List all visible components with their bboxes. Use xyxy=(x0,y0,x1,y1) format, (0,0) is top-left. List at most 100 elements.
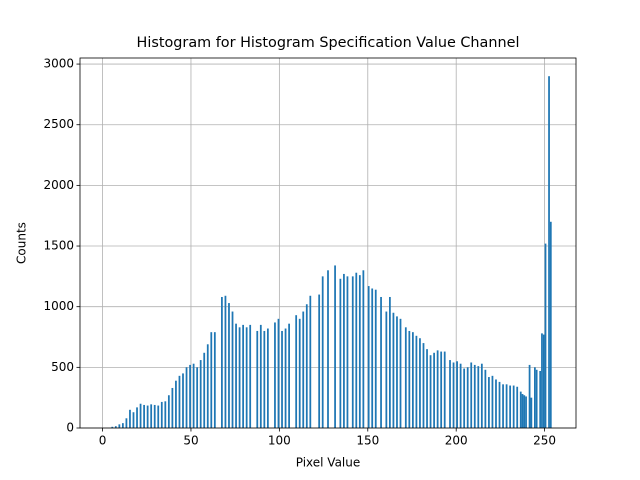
bar xyxy=(426,349,428,428)
bar xyxy=(392,312,395,428)
bar xyxy=(150,404,153,428)
bar xyxy=(274,322,276,428)
bar xyxy=(242,324,245,428)
bar xyxy=(539,370,542,428)
plot-frame xyxy=(79,57,577,429)
bar xyxy=(298,318,301,428)
bar xyxy=(495,379,497,428)
bar xyxy=(512,385,515,428)
bar xyxy=(210,332,213,428)
bar xyxy=(528,364,531,428)
bar xyxy=(491,375,494,428)
bar xyxy=(498,381,501,428)
bar xyxy=(385,311,388,428)
bar xyxy=(199,360,202,428)
bar xyxy=(132,412,135,428)
bar xyxy=(374,289,377,428)
y-tick-label: 2500 xyxy=(43,117,74,131)
bar xyxy=(189,364,191,428)
bar xyxy=(466,367,469,428)
bar xyxy=(281,330,283,428)
x-tick-label: 0 xyxy=(99,434,107,448)
bar xyxy=(408,330,411,428)
bar xyxy=(213,332,216,428)
bar xyxy=(334,265,336,428)
bar xyxy=(231,311,234,428)
x-tick-label: 200 xyxy=(445,434,468,448)
bar xyxy=(355,272,358,428)
bar xyxy=(178,375,181,428)
bar xyxy=(111,426,114,428)
bar xyxy=(362,270,365,428)
bar xyxy=(480,363,483,428)
bar xyxy=(371,288,374,428)
bar xyxy=(502,384,504,428)
bar xyxy=(419,338,421,428)
bar xyxy=(534,367,536,428)
bar xyxy=(153,404,156,428)
bar xyxy=(196,367,199,428)
bar xyxy=(175,380,177,428)
bar xyxy=(238,327,241,428)
y-tick-label: 1500 xyxy=(43,239,74,253)
bar xyxy=(182,373,184,428)
x-axis-label: Pixel Value xyxy=(296,456,361,470)
bar xyxy=(256,330,259,428)
y-tick-label: 2000 xyxy=(43,178,74,192)
bar xyxy=(295,315,298,428)
bar xyxy=(167,395,170,428)
y-tick-label: 0 xyxy=(66,421,74,435)
bar xyxy=(245,327,248,428)
x-tick-label: 100 xyxy=(268,434,291,448)
bar xyxy=(459,363,462,428)
bar xyxy=(118,424,121,428)
bar xyxy=(470,362,473,428)
bar xyxy=(288,323,290,428)
bar xyxy=(302,311,305,428)
bar xyxy=(192,363,195,428)
bar xyxy=(321,276,324,428)
bar xyxy=(221,296,223,428)
bar xyxy=(266,328,269,428)
bar xyxy=(523,395,526,428)
bar xyxy=(367,286,370,428)
bar xyxy=(235,323,237,428)
bar xyxy=(203,352,206,428)
bar xyxy=(157,405,160,428)
bar xyxy=(206,344,209,428)
bar-layer xyxy=(111,76,552,429)
bar xyxy=(284,328,287,428)
bar xyxy=(343,273,345,428)
bar xyxy=(263,330,266,428)
bar xyxy=(136,407,138,428)
y-axis-label: Counts xyxy=(15,222,29,264)
bar xyxy=(339,278,342,428)
bar xyxy=(477,366,480,428)
bar xyxy=(121,423,124,428)
bar xyxy=(443,351,446,428)
bar xyxy=(509,385,512,428)
bar xyxy=(305,304,308,428)
bar xyxy=(456,361,458,428)
y-tick-label: 1000 xyxy=(43,299,74,313)
chart-title: Histogram for Histogram Specification Va… xyxy=(137,35,520,51)
y-tick-label: 500 xyxy=(51,360,74,374)
bar xyxy=(473,364,476,428)
x-tick-label: 250 xyxy=(533,434,556,448)
bar xyxy=(114,426,117,428)
bar xyxy=(548,76,550,429)
bar xyxy=(516,386,519,428)
bar xyxy=(484,369,487,428)
bar xyxy=(351,276,354,428)
bar xyxy=(139,403,142,428)
bar xyxy=(396,316,398,428)
bar xyxy=(542,334,545,428)
bar xyxy=(346,276,349,428)
bar xyxy=(544,243,547,428)
bar xyxy=(224,295,227,428)
y-tick-label: 3000 xyxy=(43,57,74,71)
bar xyxy=(505,384,508,428)
bar xyxy=(436,350,439,428)
bar xyxy=(440,351,443,428)
